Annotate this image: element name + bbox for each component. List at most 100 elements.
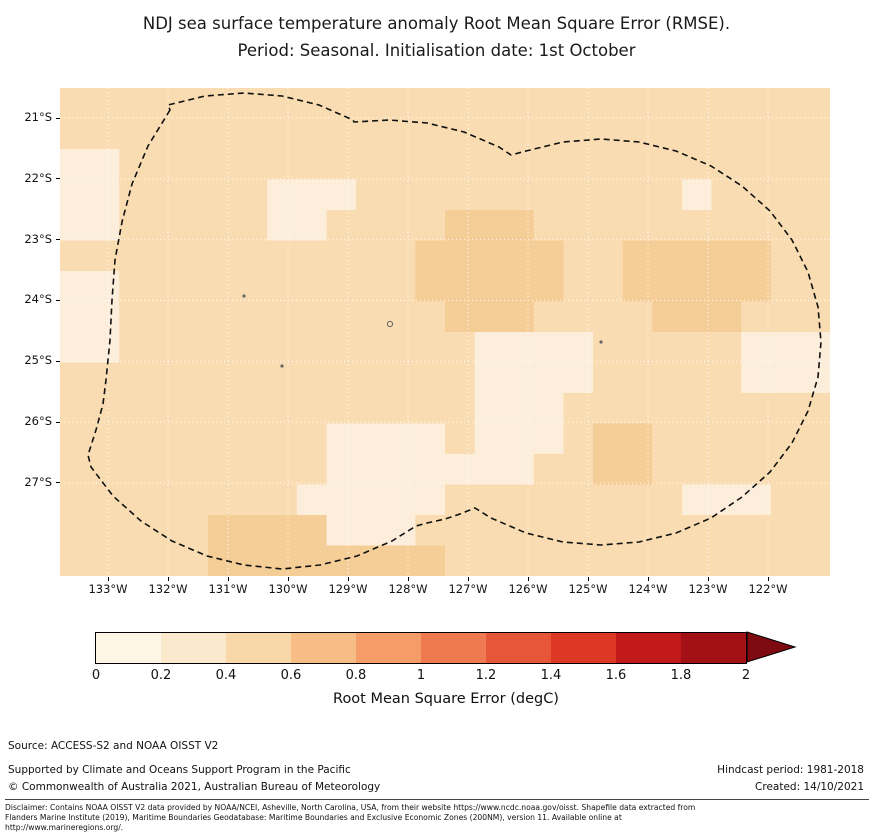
heat-cell <box>563 240 594 272</box>
x-tick-mark <box>347 577 349 581</box>
heat-cell <box>237 149 268 181</box>
heat-cell <box>296 515 328 547</box>
heat-cell <box>652 149 683 181</box>
heat-cell <box>652 332 683 364</box>
heat-cell <box>681 271 713 303</box>
heat-cell <box>652 179 683 211</box>
heat-cell <box>356 423 387 455</box>
heat-cell <box>208 332 239 364</box>
x-tick-mark <box>107 577 109 581</box>
heat-cell <box>267 271 298 303</box>
heat-cell <box>711 515 742 547</box>
heat-cell <box>415 118 446 150</box>
heat-cell <box>60 332 91 364</box>
heat-cell <box>681 484 713 516</box>
heat-cell <box>60 393 91 425</box>
heat-cell <box>533 118 565 150</box>
heat-cell <box>237 423 268 455</box>
heat-cell <box>208 240 239 272</box>
heat-cell <box>504 88 535 120</box>
heat-cell <box>237 240 268 272</box>
heat-cell <box>119 454 150 486</box>
heat-cell <box>89 88 120 120</box>
y-tick-mark <box>56 117 60 119</box>
heat-cell <box>533 423 565 455</box>
heat-cell <box>415 423 446 455</box>
heat-cell <box>119 515 150 547</box>
heat-cell <box>681 179 713 211</box>
heat-cell <box>89 545 120 576</box>
heat-cell <box>237 271 268 303</box>
heat-cell <box>237 301 268 333</box>
heat-cell <box>445 240 476 272</box>
heat-cell <box>60 484 91 516</box>
heat-cell <box>148 210 180 242</box>
heat-cell <box>296 393 328 425</box>
heat-cell <box>326 118 357 150</box>
heat-cell <box>770 454 801 486</box>
y-tick-mark <box>56 178 60 180</box>
heat-cell <box>60 210 91 242</box>
heat-cell <box>385 271 416 303</box>
heat-cell <box>237 393 268 425</box>
heat-cell <box>711 393 742 425</box>
map-svg <box>60 88 830 576</box>
chart-title-line-2: Period: Seasonal. Initialisation date: 1… <box>237 40 636 60</box>
heat-cell <box>208 454 239 486</box>
heat-cell <box>296 240 328 272</box>
heat-cell <box>711 210 742 242</box>
heat-cell <box>178 332 209 364</box>
heat-cell <box>593 484 624 516</box>
heat-cell <box>741 545 772 576</box>
heat-cell <box>770 149 801 181</box>
heat-cell <box>237 332 268 364</box>
heat-cell <box>119 545 150 576</box>
colorbar-segment <box>486 633 551 663</box>
heat-cell <box>622 332 653 364</box>
heat-cell <box>681 423 713 455</box>
heat-cell <box>267 118 298 150</box>
heat-cell <box>119 118 150 150</box>
heat-cell <box>445 393 476 425</box>
heat-cell <box>296 149 328 181</box>
colorbar-segment <box>291 633 356 663</box>
x-tick-label: 122°W <box>748 582 788 596</box>
heat-cell <box>385 301 416 333</box>
heat-cell <box>237 362 268 394</box>
heat-cell <box>119 423 150 455</box>
heat-cell <box>593 332 624 364</box>
heat-cell <box>800 545 830 576</box>
x-tick-mark <box>227 577 229 581</box>
heat-cell <box>178 393 209 425</box>
heat-cell <box>504 423 535 455</box>
heat-cell <box>267 88 298 120</box>
y-tick-label: 21°S <box>24 110 52 124</box>
heat-cell <box>356 88 387 120</box>
heat-cell <box>326 210 357 242</box>
heat-cell <box>770 88 801 120</box>
heat-cell <box>652 393 683 425</box>
heat-cell <box>89 271 120 303</box>
heat-cell <box>593 515 624 547</box>
heat-cell <box>296 210 328 242</box>
heat-cell <box>741 88 772 120</box>
heat-cell <box>563 362 594 394</box>
heat-cell <box>800 179 830 211</box>
heat-cell <box>741 332 772 364</box>
heat-cell <box>296 545 328 576</box>
heat-cell <box>296 423 328 455</box>
x-tick-mark <box>707 577 709 581</box>
heat-cell <box>267 484 298 516</box>
heat-cell <box>563 545 594 576</box>
heat-cell <box>89 118 120 150</box>
heat-cell <box>741 118 772 150</box>
heat-cell <box>474 393 505 425</box>
heat-cell <box>237 515 268 547</box>
heat-cell <box>178 362 209 394</box>
heat-cell <box>208 179 239 211</box>
heat-cell <box>415 179 446 211</box>
y-tick-label: 25°S <box>24 353 52 368</box>
heat-cell <box>385 423 416 455</box>
heat-cell <box>741 149 772 181</box>
heat-cell <box>385 332 416 364</box>
